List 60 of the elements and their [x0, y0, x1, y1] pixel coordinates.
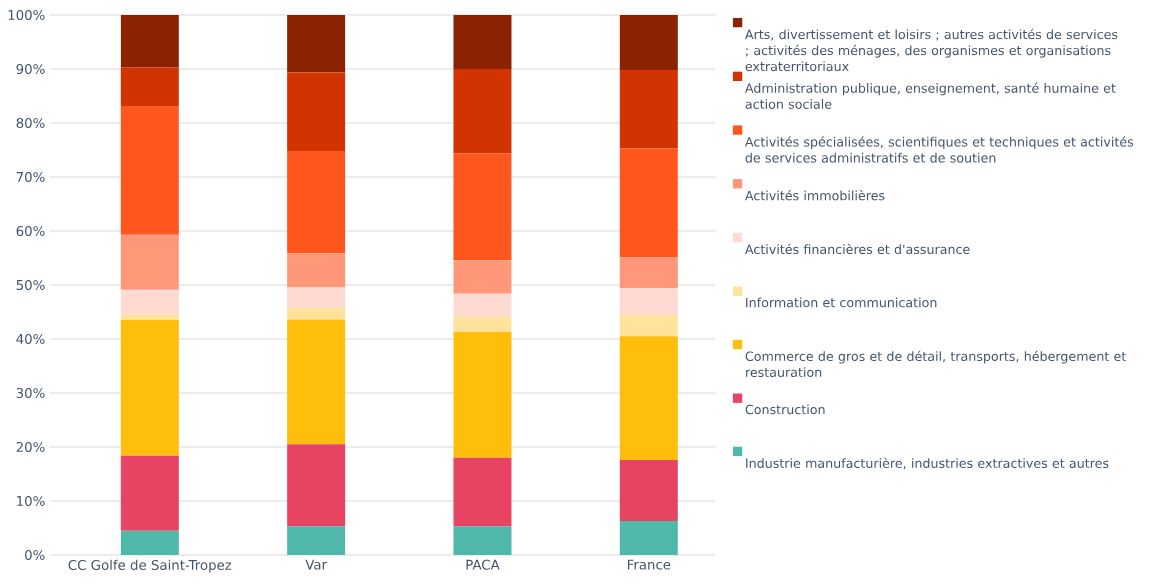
y-tick-label: 70% [16, 171, 45, 183]
y-tick-label: 0% [25, 549, 45, 561]
y-tick-label: 10% [17, 495, 45, 507]
y-tick-label: 80% [16, 117, 45, 129]
y-tick-label: 60% [16, 225, 45, 237]
bar [453, 331, 512, 458]
y-tick-label: 30% [16, 387, 45, 399]
bar [453, 260, 512, 294]
legend-label: Arts, divertissement et loisirs ; autres activités de services ; activités des ménages, des organismes et organisations extraterritoriaux [745, 28, 1118, 72]
y-tick-label: 100% [8, 9, 45, 21]
bar [619, 520, 678, 555]
bar [120, 234, 179, 290]
bar [287, 319, 346, 445]
bar [619, 70, 678, 149]
bar [120, 320, 179, 456]
bar [453, 293, 512, 317]
bar [453, 14, 512, 69]
bar [120, 14, 179, 68]
bar [120, 106, 179, 235]
legend-label: Activités spécialisées, scientifiques et techniques et activités de services administratifs et de soutien [745, 136, 1134, 163]
bar [619, 288, 678, 315]
bar [453, 153, 512, 261]
bar [287, 287, 346, 308]
legend-label: Activités financières et d'assurance [745, 243, 970, 255]
bar [287, 151, 346, 254]
legend-label: Administration publique, enseignement, santé humaine et action sociale [745, 82, 1116, 109]
bar [120, 289, 179, 315]
x-tick-label: PACA [466, 559, 500, 570]
x-tick-label: France [627, 559, 671, 570]
bar [287, 72, 346, 152]
bar [120, 67, 179, 107]
bar [619, 336, 678, 460]
y-tick-label: 20% [16, 441, 45, 453]
bar [619, 257, 678, 289]
bar [453, 316, 512, 332]
legend-label: Information et communication [746, 297, 937, 308]
legend-label: Construction [745, 404, 825, 415]
legend-label: Industrie manufacturière, industries extractives et autres [746, 457, 1109, 470]
bar [120, 455, 179, 531]
bar [287, 444, 346, 527]
bar [619, 314, 678, 337]
legend-label: Activités immobilières [745, 190, 885, 201]
y-tick-label: 50% [16, 279, 45, 291]
y-tick-label: 40% [16, 333, 45, 345]
bar [619, 148, 678, 258]
bar [287, 253, 346, 288]
bar [287, 14, 346, 73]
bar [287, 307, 346, 320]
bar [453, 526, 512, 555]
bar [453, 457, 512, 527]
bar [619, 459, 678, 521]
bar [120, 530, 179, 555]
y-tick-label: 90% [16, 63, 45, 75]
bar [120, 314, 179, 321]
x-tick-label: Var [305, 559, 328, 570]
bar [287, 526, 346, 555]
bar [453, 68, 512, 154]
legend-label: Commerce de gros et de détail, transports, hébergement et restauration [745, 350, 1126, 378]
bar [619, 14, 678, 71]
x-tick-label: CC Golfe de Saint-Tropez [68, 559, 232, 573]
